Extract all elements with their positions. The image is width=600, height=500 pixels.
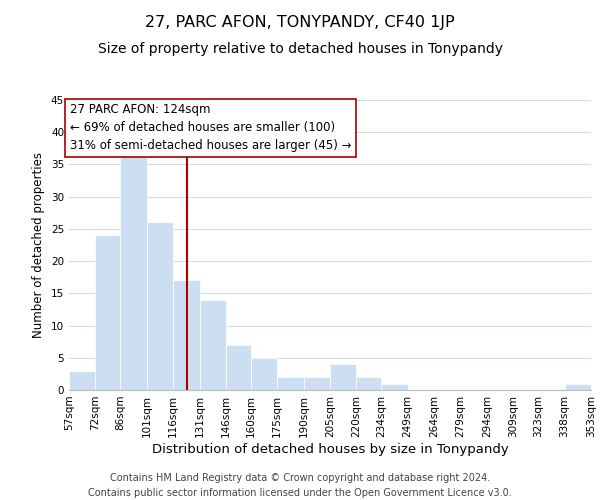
Text: 27, PARC AFON, TONYPANDY, CF40 1JP: 27, PARC AFON, TONYPANDY, CF40 1JP xyxy=(145,15,455,30)
X-axis label: Distribution of detached houses by size in Tonypandy: Distribution of detached houses by size … xyxy=(152,442,508,456)
Bar xyxy=(381,384,407,390)
Bar xyxy=(330,364,356,390)
Bar xyxy=(146,222,173,390)
Bar xyxy=(304,377,330,390)
Bar xyxy=(199,300,226,390)
Text: 27 PARC AFON: 124sqm
← 69% of detached houses are smaller (100)
31% of semi-deta: 27 PARC AFON: 124sqm ← 69% of detached h… xyxy=(70,103,352,152)
Bar xyxy=(565,384,591,390)
Bar xyxy=(173,280,199,390)
Bar xyxy=(120,152,146,390)
Text: Size of property relative to detached houses in Tonypandy: Size of property relative to detached ho… xyxy=(97,42,503,56)
Text: Contains HM Land Registry data © Crown copyright and database right 2024.
Contai: Contains HM Land Registry data © Crown c… xyxy=(88,472,512,498)
Bar xyxy=(251,358,277,390)
Bar xyxy=(277,377,304,390)
Bar xyxy=(69,370,95,390)
Bar xyxy=(95,236,120,390)
Y-axis label: Number of detached properties: Number of detached properties xyxy=(32,152,46,338)
Bar xyxy=(356,377,381,390)
Bar xyxy=(226,345,251,390)
